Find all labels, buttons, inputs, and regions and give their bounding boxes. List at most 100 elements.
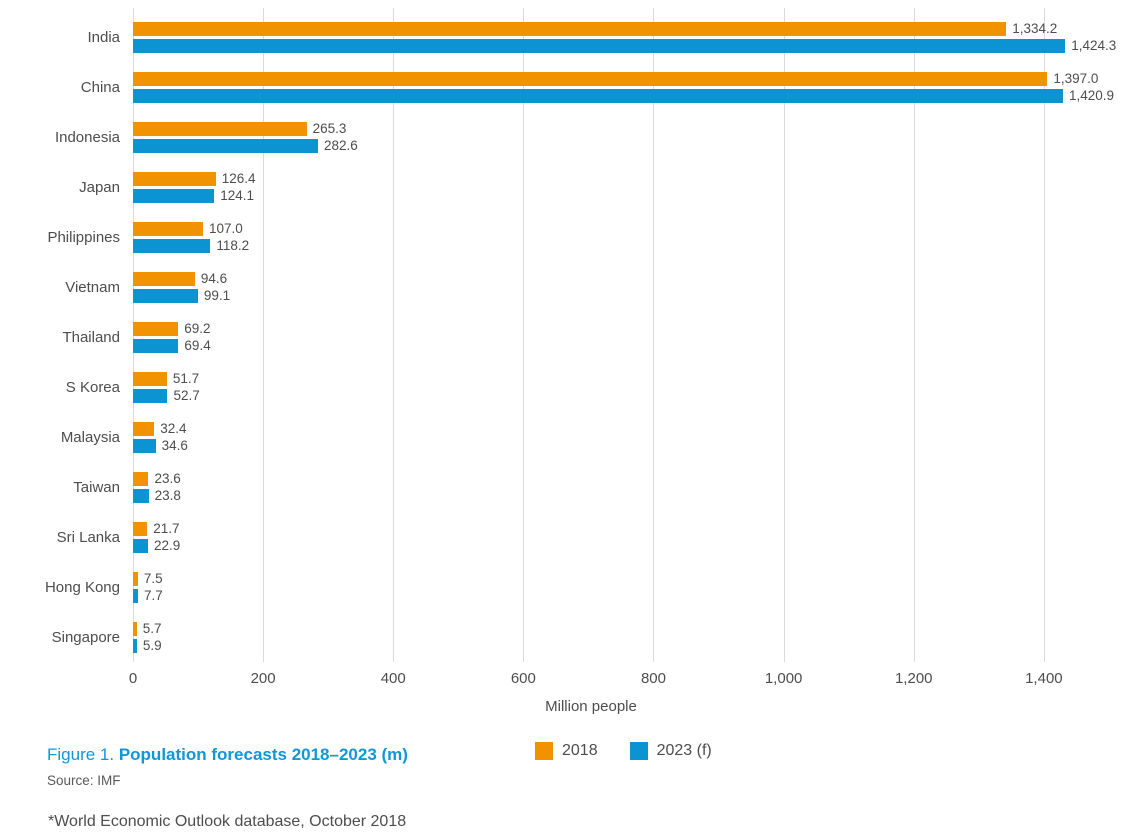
value-label: 5.9 [142, 638, 162, 653]
value-label: 21.7 [153, 521, 180, 536]
x-tick-label: 200 [250, 670, 276, 687]
country-label: Japan [79, 178, 120, 196]
plot-area: India 1,334.2 1,424.3 China 1,397.0 1,420.9 In… [0, 8, 1139, 662]
bar-line: 34.6 [133, 438, 1139, 453]
bar-2018 [133, 271, 195, 286]
bar-line: 69.4 [133, 338, 1139, 353]
country-label: Singapore [51, 628, 120, 646]
bar-2018 [133, 371, 167, 386]
x-axis: 0 200 400 600 800 1,000 1,200 1,400 [129, 670, 1133, 692]
chart-row: Singapore 5.7 5.9 [0, 612, 1139, 662]
bar-2023-f [133, 188, 215, 203]
bar-group: 51.7 52.7 [133, 371, 1139, 403]
bar-group: 126.4 124.1 [133, 171, 1139, 203]
bar-2023-f [133, 438, 156, 453]
country-label: Sri Lanka [56, 528, 120, 546]
chart-row: Malaysia 32.4 34.6 [0, 412, 1139, 462]
value-label: 126.4 [221, 171, 256, 186]
bar-line: 126.4 [133, 171, 1139, 186]
chart-row: Indonesia 265.3 282.6 [0, 112, 1139, 162]
gridline [263, 8, 265, 662]
x-tick-label: 400 [380, 670, 406, 687]
bar-line: 124.1 [133, 188, 1139, 203]
bar-group: 5.7 5.9 [133, 621, 1139, 653]
bar-2018 [133, 421, 155, 436]
bar-line: 7.5 [133, 571, 1139, 586]
value-label: 7.7 [144, 588, 163, 603]
legend-swatch-2023 [629, 742, 648, 760]
value-label: 32.4 [160, 421, 187, 436]
value-label: 1,334.2 [1012, 21, 1058, 36]
x-tick-label: 600 [510, 670, 536, 687]
gridline [913, 8, 915, 662]
figure-caption: Figure 1. Population forecasts 2018–2023… [47, 745, 408, 788]
value-label: 118.2 [216, 238, 250, 253]
bar-group: 107.0 118.2 [133, 221, 1139, 253]
bar-2023-f [133, 538, 148, 553]
bar-group: 1,397.0 1,420.9 [133, 71, 1139, 103]
bar-group: 69.2 69.4 [133, 321, 1139, 353]
bar-line: 5.7 [133, 621, 1139, 636]
bar-line: 51.7 [133, 371, 1139, 386]
value-label: 7.5 [143, 571, 163, 586]
bar-line: 32.4 [133, 421, 1139, 436]
figure-caption-line: Figure 1. Population forecasts 2018–2023… [47, 745, 408, 765]
bar-2023-f [133, 238, 211, 253]
chart-row: China 1,397.0 1,420.9 [0, 62, 1139, 112]
bar-2023-f [133, 38, 1066, 53]
population-bar-chart: India 1,334.2 1,424.3 China 1,397.0 1,420.9 In… [0, 8, 1139, 715]
chart-rows: India 1,334.2 1,424.3 China 1,397.0 1,420.9 In… [0, 21, 1139, 662]
source-note: Source: IMF [47, 773, 121, 788]
x-axis-title: Million people [545, 698, 637, 715]
bar-group: 23.6 23.8 [133, 471, 1139, 503]
bar-group: 32.4 34.6 [133, 421, 1139, 453]
bar-2018 [133, 171, 216, 186]
country-label: S Korea [65, 378, 120, 396]
bar-line: 1,424.3 [133, 38, 1139, 53]
bar-line: 5.9 [133, 638, 1139, 653]
country-label: Taiwan [73, 478, 120, 496]
value-label: 69.2 [184, 321, 211, 336]
bar-2023-f [133, 88, 1063, 103]
x-tick-label: 800 [640, 670, 666, 687]
chart-footer: Figure 1. Population forecasts 2018–2023… [0, 715, 1139, 839]
bar-2018 [133, 21, 1007, 36]
bar-2023-f [133, 388, 168, 403]
bar-2018 [133, 521, 148, 536]
x-tick-label: 1,400 [1025, 670, 1063, 687]
country-label: Vietnam [65, 278, 120, 296]
legend: 2018 2023 (f) [535, 742, 712, 760]
bar-2023-f [133, 288, 198, 303]
value-label: 265.3 [312, 121, 347, 136]
bar-2018 [133, 221, 204, 236]
x-tick-label: 0 [128, 670, 138, 687]
bar-2018 [133, 121, 307, 136]
value-label: 5.7 [142, 621, 162, 636]
bar-line: 69.2 [133, 321, 1139, 336]
value-label: 1,420.9 [1069, 88, 1115, 103]
x-tick-label: 1,200 [894, 670, 933, 687]
bar-line: 118.2 [133, 238, 1139, 253]
gridline [523, 8, 525, 662]
bar-2023-f [133, 588, 139, 603]
country-label: Malaysia [60, 428, 120, 446]
legend-swatch-2018 [535, 742, 553, 760]
bar-line: 52.7 [133, 388, 1139, 403]
bar-2018 [133, 571, 138, 586]
x-tick-label: 1,000 [764, 670, 803, 687]
country-label: Indonesia [54, 128, 120, 146]
value-label: 282.6 [323, 138, 358, 153]
country-label: Hong Kong [44, 578, 120, 596]
chart-row: Japan 126.4 124.1 [0, 162, 1139, 212]
bar-group: 94.6 99.1 [133, 271, 1139, 303]
value-label: 22.9 [153, 538, 181, 553]
bar-line: 99.1 [133, 288, 1139, 303]
value-label: 34.6 [161, 438, 188, 453]
value-label: 99.1 [203, 288, 231, 303]
gridline [783, 8, 785, 662]
legend-item-2018: 2018 [535, 742, 598, 760]
legend-label-2018: 2018 [562, 742, 598, 759]
country-label: India [87, 28, 120, 46]
value-label: 51.7 [172, 371, 200, 386]
